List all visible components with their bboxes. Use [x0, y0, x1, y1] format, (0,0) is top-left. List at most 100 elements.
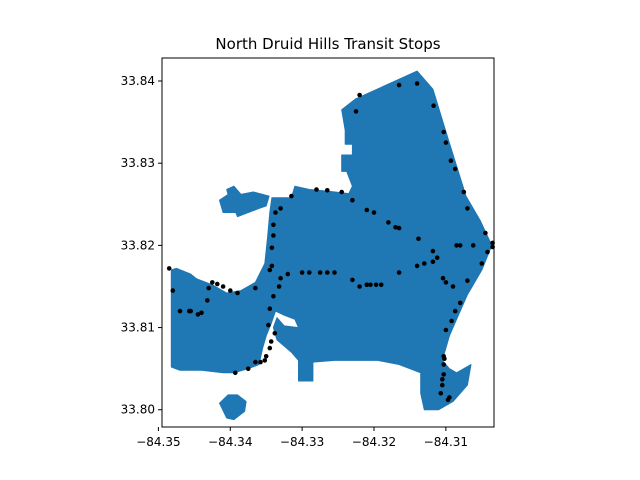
transit-stop-point — [314, 187, 319, 192]
chart-title: North Druid Hills Transit Stops — [215, 35, 440, 53]
y-tick-label: 33.83 — [121, 156, 155, 170]
transit-stop-point — [483, 230, 488, 236]
transit-stop-point — [350, 277, 355, 283]
ear-lobe-polygon — [219, 191, 249, 213]
x-tick-label: −84.33 — [280, 435, 324, 449]
transit-stop-point — [378, 282, 384, 288]
transit-stop-point — [434, 255, 440, 260]
transit-stop-point — [271, 294, 276, 299]
transit-stop-point — [228, 288, 233, 293]
transit-stop-point — [454, 243, 459, 248]
transit-stop-point — [299, 270, 305, 275]
transit-stop-point — [317, 270, 323, 275]
transit-stop-point — [195, 312, 201, 317]
transit-stop-point — [177, 308, 183, 314]
transit-stop-point — [276, 284, 282, 289]
transit-stop-point — [465, 206, 470, 211]
transit-stop-point — [353, 109, 359, 114]
transit-stop-point — [430, 259, 436, 265]
transit-stop-point — [271, 222, 276, 228]
y-tick-label: 33.80 — [121, 403, 155, 417]
transit-stop-point — [258, 359, 263, 365]
transit-stop-point — [210, 280, 215, 285]
transit-stop-point — [199, 310, 204, 316]
transit-stop-point — [448, 158, 454, 163]
boundary-polygon — [170, 70, 493, 411]
transit-stop-point — [253, 359, 258, 365]
west-lobe-polygon — [172, 267, 213, 305]
transit-stop-point — [273, 210, 278, 215]
transit-stop-point — [206, 285, 211, 291]
transit-stop-point — [431, 103, 436, 108]
y-tick-label: 33.81 — [121, 321, 155, 335]
transit-stop-point — [441, 129, 447, 135]
transit-stop-point — [438, 391, 444, 396]
islet-polygon — [219, 394, 247, 421]
x-tick-label: −84.31 — [424, 435, 468, 449]
transit-stop-point — [268, 339, 274, 344]
transit-stop-point — [443, 327, 449, 333]
transit-stop-point — [457, 243, 463, 248]
transit-stop-point — [414, 81, 420, 86]
transit-stop-point — [440, 377, 445, 382]
transit-stop-point — [452, 166, 458, 172]
transit-stop-point — [364, 207, 370, 213]
transit-stop-point — [357, 92, 362, 98]
transit-stop-point — [166, 266, 172, 271]
transit-stop-point — [215, 281, 220, 287]
transit-stop-point — [307, 270, 312, 275]
transit-stop-point — [371, 210, 377, 215]
y-tick-label: 33.84 — [121, 74, 155, 88]
x-tick-label: −84.35 — [136, 435, 180, 449]
transit-stop-point — [170, 288, 176, 293]
boundary-layer — [170, 70, 493, 421]
transit-stop-point — [267, 306, 273, 312]
transit-stop-point — [396, 270, 402, 275]
transit-stop-point — [267, 345, 273, 351]
transit-stop-point — [278, 275, 283, 281]
transit-stop-point — [188, 308, 193, 314]
transit-stop-point — [263, 354, 269, 359]
stops-layer — [166, 81, 495, 403]
y-tick-label: 33.82 — [121, 238, 155, 252]
transit-stop-point — [373, 282, 379, 288]
transit-stop-point — [386, 220, 391, 225]
transit-stop-point — [441, 354, 447, 359]
transit-stop-point — [393, 225, 398, 230]
transit-stop-point — [272, 331, 278, 336]
transit-stop-point — [205, 298, 210, 303]
transit-stop-point — [285, 271, 291, 277]
transit-stop-point — [470, 243, 476, 248]
transit-stop-point — [449, 318, 454, 324]
transit-stop-point — [266, 322, 271, 328]
y-axis: 33.80 33.81 33.82 33.83 33.84 — [121, 74, 162, 417]
transit-stop-point — [396, 225, 402, 231]
transit-stop-point — [479, 261, 485, 266]
transit-stop-point — [350, 197, 355, 203]
transit-stop-point — [440, 382, 445, 388]
x-tick-label: −84.34 — [208, 435, 252, 449]
transit-stop-point — [452, 308, 458, 314]
transit-stop-point — [262, 358, 268, 363]
transit-stop-point — [220, 284, 226, 289]
transit-stop-point — [245, 366, 251, 372]
transit-stop-point — [269, 245, 275, 251]
plot-area-frame — [161, 57, 495, 428]
transit-stop-point — [271, 233, 276, 238]
transit-stop-point — [357, 284, 362, 289]
transit-stop-point — [368, 282, 373, 288]
transit-stop-point — [278, 206, 283, 211]
transit-stop-point — [441, 362, 447, 367]
transit-stop-point — [485, 249, 490, 255]
x-tick-label: −84.32 — [352, 435, 396, 449]
transit-stop-point — [396, 82, 402, 88]
transit-stop-point — [465, 278, 470, 284]
transit-stop-point — [416, 236, 421, 242]
transit-stop-point — [457, 300, 463, 306]
transit-stop-point — [450, 284, 456, 289]
transit-stop-point — [332, 270, 337, 275]
transit-stop-point — [440, 275, 446, 281]
transit-stop-point — [461, 189, 467, 195]
transit-stop-point — [325, 270, 330, 275]
